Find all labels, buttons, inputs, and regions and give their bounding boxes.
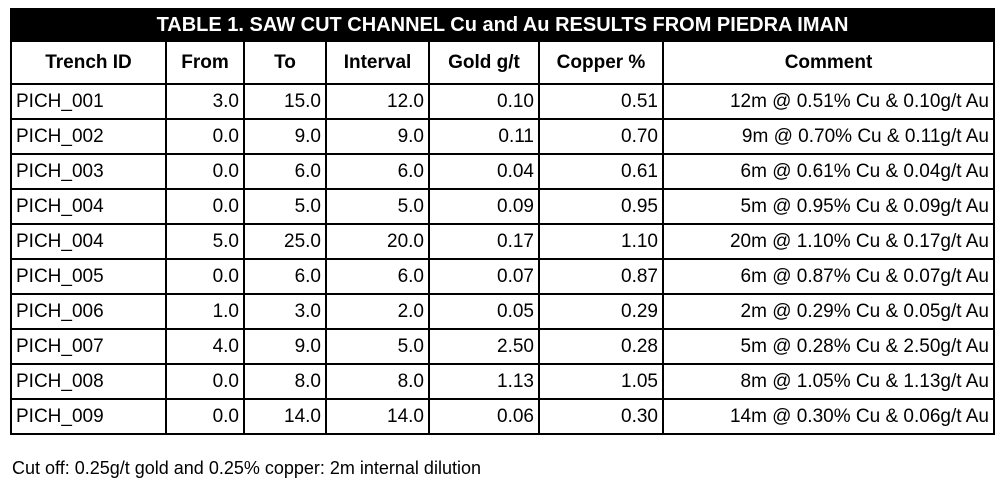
table-cell: 0.05: [428, 293, 540, 330]
table-cell: 0.06: [428, 398, 540, 435]
table-row: PICH_008 0.0 8.0 8.0 1.13 1.05 8m @ 1.05% Cu &…: [10, 363, 995, 400]
table-cell: 3.0: [243, 293, 327, 330]
table-cell: 0.0: [165, 258, 245, 295]
table-row: PICH_004 0.0 5.0 5.0 0.09 0.95 5m @ 0.95% Cu &…: [10, 188, 995, 225]
table-cell: PICH_004: [10, 223, 167, 260]
table-cell: 20m @ 1.10% Cu & 0.17g/t Au: [662, 223, 995, 260]
column-header: Copper %: [538, 40, 664, 85]
table-cell: 6m @ 0.87% Cu & 0.07g/t Au: [662, 258, 995, 295]
table-cell: 9.0: [243, 328, 327, 365]
table-cell: 5.0: [243, 188, 327, 225]
table-cell: 8.0: [243, 363, 327, 400]
table-cell: 6.0: [325, 258, 430, 295]
table-cell: 2.50: [428, 328, 540, 365]
table-cell: 0.09: [428, 188, 540, 225]
table-row: PICH_002 0.0 9.0 9.0 0.11 0.70 9m @ 0.70% Cu &…: [10, 118, 995, 155]
table-row: PICH_001 3.0 15.0 12.0 0.10 0.51 12m @ 0.51% C…: [10, 83, 995, 120]
table-row: PICH_009 0.0 14.0 14.0 0.06 0.30 14m @ 0.30% C…: [10, 398, 995, 435]
table-cell: 6.0: [243, 153, 327, 190]
table-cell: 12.0: [325, 83, 430, 120]
table-cell: PICH_007: [10, 328, 167, 365]
table-cell: 1.05: [538, 363, 664, 400]
table-cell: 0.17: [428, 223, 540, 260]
table-cell: 0.61: [538, 153, 664, 190]
table-cell: 0.0: [165, 118, 245, 155]
table-cell: 14.0: [325, 398, 430, 435]
table-cell: 5m @ 0.28% Cu & 2.50g/t Au: [662, 328, 995, 365]
table-body: PICH_001 3.0 15.0 12.0 0.10 0.51 12m @ 0.51% C…: [10, 83, 995, 435]
table-cell: 2m @ 0.29% Cu & 0.05g/t Au: [662, 293, 995, 330]
results-table: TABLE 1. SAW CUT CHANNEL Cu and Au RESUL…: [10, 8, 995, 435]
table-row: PICH_004 5.0 25.0 20.0 0.17 1.10 20m @ 1.10% C…: [10, 223, 995, 260]
table-cell: 8.0: [325, 363, 430, 400]
column-header: To: [243, 40, 327, 85]
table-cell: 14.0: [243, 398, 327, 435]
column-header: Comment: [662, 40, 995, 85]
table-cell: 0.70: [538, 118, 664, 155]
column-header: Gold g/t: [428, 40, 540, 85]
table-cell: 20.0: [325, 223, 430, 260]
table-cell: 4.0: [165, 328, 245, 365]
table-cell: PICH_005: [10, 258, 167, 295]
table-cell: 8m @ 1.05% Cu & 1.13g/t Au: [662, 363, 995, 400]
column-header: From: [165, 40, 245, 85]
table-cell: 0.0: [165, 153, 245, 190]
table-cell: 0.51: [538, 83, 664, 120]
table-container: TABLE 1. SAW CUT CHANNEL Cu and Au RESUL…: [10, 8, 995, 435]
table-row: PICH_003 0.0 6.0 6.0 0.04 0.61 6m @ 0.61% Cu &…: [10, 153, 995, 190]
table-cell: 6.0: [243, 258, 327, 295]
table-cell: 2.0: [325, 293, 430, 330]
table-cell: 1.10: [538, 223, 664, 260]
table-cell: 14m @ 0.30% Cu & 0.06g/t Au: [662, 398, 995, 435]
table-cell: 3.0: [165, 83, 245, 120]
table-cell: PICH_002: [10, 118, 167, 155]
table-cell: 0.0: [165, 363, 245, 400]
table-cell: 9.0: [325, 118, 430, 155]
table-title: TABLE 1. SAW CUT CHANNEL Cu and Au RESUL…: [10, 8, 995, 42]
footnote: Cut off: 0.25g/t gold and 0.25% copper: …: [12, 458, 481, 478]
table-cell: 5.0: [325, 328, 430, 365]
table-row: PICH_005 0.0 6.0 6.0 0.07 0.87 6m @ 0.87% Cu &…: [10, 258, 995, 295]
column-header: Trench ID: [10, 40, 167, 85]
table-cell: PICH_009: [10, 398, 167, 435]
table-cell: 0.30: [538, 398, 664, 435]
table-cell: 5.0: [165, 223, 245, 260]
table-cell: 0.04: [428, 153, 540, 190]
table-cell: 12m @ 0.51% Cu & 0.10g/t Au: [662, 83, 995, 120]
table-cell: 0.11: [428, 118, 540, 155]
table-cell: PICH_006: [10, 293, 167, 330]
table-cell: PICH_008: [10, 363, 167, 400]
table-cell: 9.0: [243, 118, 327, 155]
table-cell: 0.10: [428, 83, 540, 120]
table-cell: 0.28: [538, 328, 664, 365]
table-cell: 6m @ 0.61% Cu & 0.04g/t Au: [662, 153, 995, 190]
table-cell: 5m @ 0.95% Cu & 0.09g/t Au: [662, 188, 995, 225]
table-cell: 0.95: [538, 188, 664, 225]
table-cell: 0.0: [165, 398, 245, 435]
table-cell: 25.0: [243, 223, 327, 260]
table-cell: PICH_003: [10, 153, 167, 190]
table-cell: 9m @ 0.70% Cu & 0.11g/t Au: [662, 118, 995, 155]
table-cell: 15.0: [243, 83, 327, 120]
table-cell: 0.87: [538, 258, 664, 295]
header-row: Trench ID From To Interval Gold g/t Copper % C…: [10, 40, 995, 85]
table-cell: 1.13: [428, 363, 540, 400]
table-cell: PICH_004: [10, 188, 167, 225]
table-row: PICH_006 1.0 3.0 2.0 0.05 0.29 2m @ 0.29% Cu &…: [10, 293, 995, 330]
table-cell: 0.07: [428, 258, 540, 295]
table-cell: 1.0: [165, 293, 245, 330]
table-row: PICH_007 4.0 9.0 5.0 2.50 0.28 5m @ 0.28% Cu &…: [10, 328, 995, 365]
table-cell: PICH_001: [10, 83, 167, 120]
table-cell: 0.0: [165, 188, 245, 225]
column-header: Interval: [325, 40, 430, 85]
table-cell: 5.0: [325, 188, 430, 225]
table-cell: 0.29: [538, 293, 664, 330]
table-cell: 6.0: [325, 153, 430, 190]
